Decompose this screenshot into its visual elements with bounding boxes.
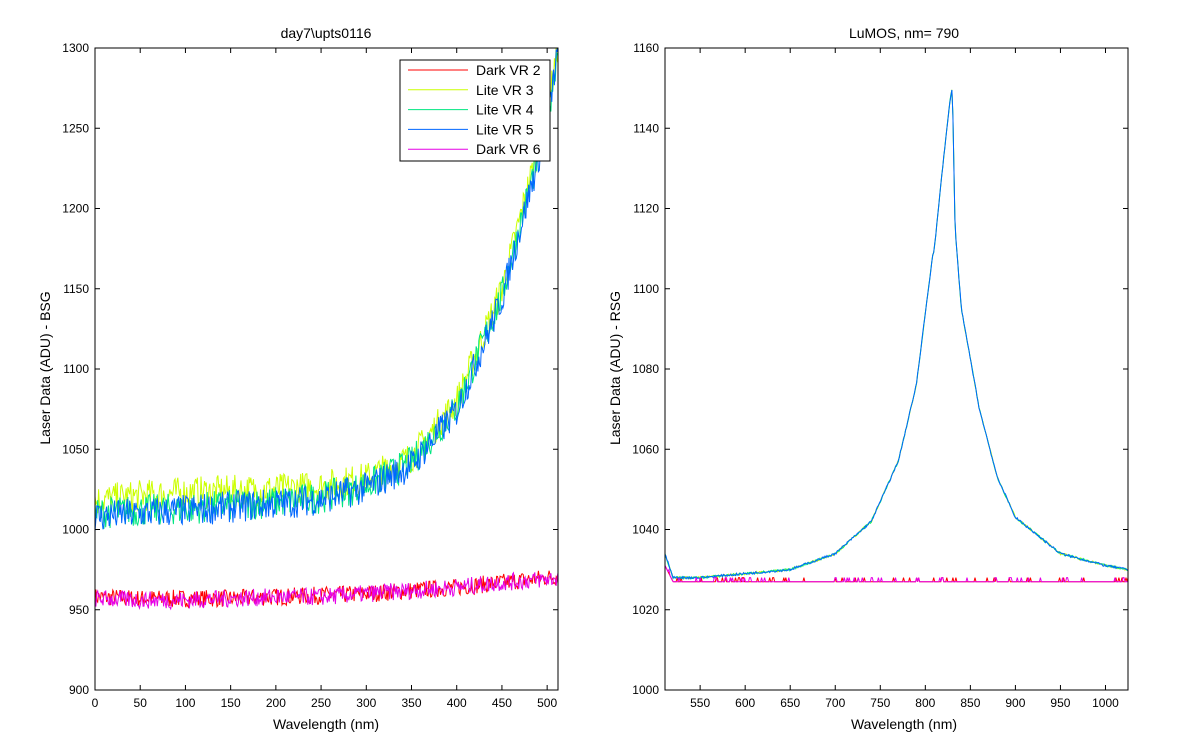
- left-chart-title: day7\upts0116: [281, 25, 372, 41]
- right-chart-ytick-label: 1000: [632, 683, 659, 697]
- left-chart-ytick-label: 1250: [62, 121, 89, 135]
- left-chart-series-lite-vr-5: [95, 48, 558, 532]
- right-chart-title: LuMOS, nm= 790: [849, 25, 959, 41]
- left-chart-ytick-label: 950: [69, 603, 89, 617]
- right-chart-ytick-label: 1120: [633, 202, 659, 216]
- left-chart-legend-label: Lite VR 4: [476, 102, 534, 118]
- left-chart-xtick-label: 350: [401, 696, 421, 710]
- right-chart-xtick-label: 800: [915, 696, 935, 710]
- left-chart-ytick-label: 1200: [62, 202, 89, 216]
- right-chart-series-dark-vr-6: [665, 565, 1128, 583]
- left-chart-xtick-label: 450: [492, 696, 512, 710]
- right-chart-ytick-label: 1160: [633, 41, 659, 55]
- right-chart-ytick-label: 1140: [633, 121, 659, 135]
- right-chart-ytick-label: 1080: [632, 362, 659, 376]
- right-chart-xtick-label: 600: [735, 696, 755, 710]
- left-chart-legend-box: [399, 59, 551, 162]
- right-chart-ytick-label: 1040: [632, 523, 659, 537]
- left-chart-xtick-label: 500: [537, 696, 557, 710]
- left-chart-ytick-label: 900: [69, 683, 89, 697]
- left-chart-xtick-label: 200: [266, 696, 286, 710]
- left-chart-xtick-label: 300: [356, 696, 376, 710]
- right-chart-ytick-label: 1020: [632, 603, 659, 617]
- right-chart-xtick-label: 700: [825, 696, 845, 710]
- right-chart-xtick-label: 900: [1005, 696, 1025, 710]
- left-chart-ytick-label: 1050: [62, 442, 89, 456]
- right-chart-plot-area: [665, 48, 1128, 690]
- left-chart-series-group: [95, 48, 558, 611]
- left-chart-xtick-label: 400: [447, 696, 467, 710]
- left-chart-ytick-label: 1300: [62, 41, 89, 55]
- left-chart-legend-label: Dark VR 6: [476, 141, 541, 157]
- left-chart-xtick-label: 100: [175, 696, 195, 710]
- left-chart-xlabel: Wavelength (nm): [273, 716, 379, 732]
- right-chart-ylabel: Laser Data (ADU) - RSG: [607, 291, 623, 445]
- right-chart-xlabel: Wavelength (nm): [851, 716, 957, 732]
- left-chart-legend-label: Lite VR 5: [476, 121, 534, 137]
- right-chart-series-group: [665, 89, 1128, 583]
- left-chart-xtick-label: 250: [311, 696, 331, 710]
- right-chart-xtick-label: 650: [780, 696, 800, 710]
- right-chart-xtick-label: 750: [870, 696, 890, 710]
- right-chart-panel: LuMOS, nm= 790 Wavelength (nm) Laser Dat…: [607, 25, 1129, 732]
- right-chart-xtick-label: 950: [1050, 696, 1070, 710]
- right-chart-xtick-label: 850: [960, 696, 980, 710]
- right-chart-series-lite-vr-5: [665, 89, 1128, 580]
- left-chart-series-lite-vr-3: [95, 48, 558, 514]
- left-chart-panel: day7\upts0116 Wavelength (nm) Laser Data…: [37, 25, 559, 732]
- left-chart-xtick-label: 150: [221, 696, 241, 710]
- left-chart-ytick-label: 1000: [62, 523, 89, 537]
- right-chart-xtick-label: 550: [690, 696, 710, 710]
- left-chart-legend-label: Lite VR 3: [476, 82, 534, 98]
- left-chart-ytick-label: 1150: [63, 282, 89, 296]
- left-chart-legend: Dark VR 2 Lite VR 3 Lite VR 4 Lite VR 5 Dark…: [399, 59, 551, 162]
- left-chart-xtick-label: 50: [134, 696, 148, 710]
- right-chart-ytick-label: 1100: [633, 282, 659, 296]
- left-chart-ytick-label: 1100: [63, 362, 89, 376]
- left-chart-ylabel: Laser Data (ADU) - BSG: [37, 291, 53, 444]
- left-chart-legend-label: Dark VR 2: [476, 62, 541, 78]
- right-chart-ytick-label: 1060: [632, 442, 659, 456]
- left-chart-series-dark-vr-6: [95, 571, 558, 611]
- left-chart-xtick-label: 0: [92, 696, 99, 710]
- right-chart-xtick-label: 1000: [1092, 696, 1119, 710]
